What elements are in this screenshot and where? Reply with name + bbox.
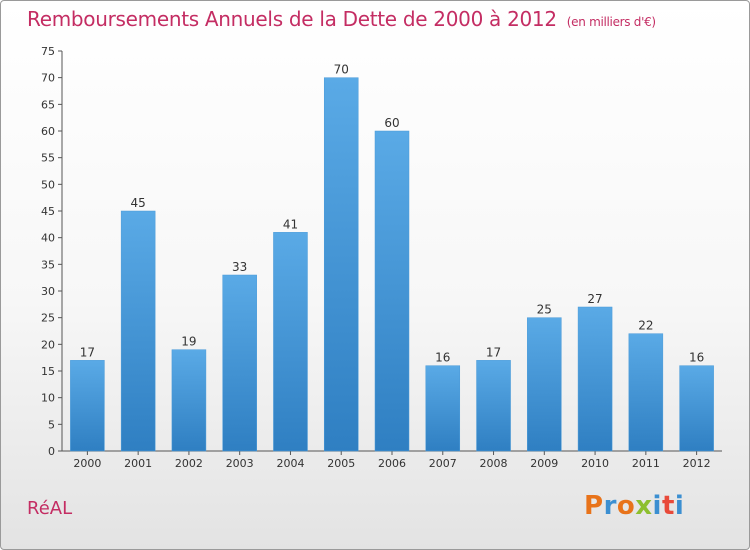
logo-letter: r xyxy=(603,491,617,521)
data-label-2006: 60 xyxy=(384,116,399,130)
bar-2004 xyxy=(273,232,308,452)
x-tick-label-2006: 2006 xyxy=(378,457,406,470)
data-label-2008: 17 xyxy=(486,345,501,359)
y-tick-label: 25 xyxy=(41,312,55,325)
y-tick-label: 15 xyxy=(41,365,55,378)
bar-2001 xyxy=(120,210,156,452)
x-tick-label-2005: 2005 xyxy=(327,457,355,470)
data-label-2004: 41 xyxy=(283,217,298,231)
y-tick-label: 10 xyxy=(41,392,55,405)
chart-title-text: Remboursements Annuels de la Dette de 20… xyxy=(27,7,557,31)
x-tick-label-2008: 2008 xyxy=(480,457,508,470)
bar-2008 xyxy=(476,360,511,452)
x-tick-label-2000: 2000 xyxy=(73,457,101,470)
bar-2010 xyxy=(577,306,613,452)
logo-letter: P xyxy=(584,491,604,521)
bar-2006 xyxy=(374,130,410,452)
logo-letter: o xyxy=(616,491,636,521)
chart-title: Remboursements Annuels de la Dette de 20… xyxy=(27,7,656,31)
bar-2000 xyxy=(70,360,105,452)
chart-subtitle: (en milliers d'€) xyxy=(566,15,656,29)
y-tick-label: 55 xyxy=(41,152,55,165)
chart-bars xyxy=(70,77,714,452)
y-tick-label: 40 xyxy=(41,232,55,245)
data-label-2009: 25 xyxy=(537,303,552,317)
y-tick-label: 50 xyxy=(41,178,55,191)
logo-letter: i xyxy=(652,491,662,521)
chart-axes: 0 5 10 15 20 25 30 35 40 45 50 55 60 65 70 75 2000 2001 20… xyxy=(41,45,722,470)
chart-labels: 17 45 19 33 41 70 60 16 17 25 27 22 16 xyxy=(80,63,705,365)
y-tick-label: 20 xyxy=(41,338,55,351)
proxiti-logo: Proxiti xyxy=(584,491,684,521)
y-tick-label: 35 xyxy=(41,258,55,271)
logo-letter: i xyxy=(674,491,685,521)
x-tick-label-2004: 2004 xyxy=(276,457,304,470)
logo-letter: x xyxy=(635,491,653,521)
bar-2002 xyxy=(171,349,207,452)
x-tick-label-2002: 2002 xyxy=(175,457,203,470)
data-label-2007: 16 xyxy=(435,351,450,365)
x-tick-label-2003: 2003 xyxy=(226,457,254,470)
x-tick-label-2007: 2007 xyxy=(429,457,457,470)
data-label-2005: 70 xyxy=(334,63,349,77)
commune-name: RéAL xyxy=(27,498,73,519)
data-label-2002: 19 xyxy=(181,335,196,349)
y-tick-label: 45 xyxy=(41,205,55,218)
y-tick-label: 0 xyxy=(48,445,55,458)
data-label-2011: 22 xyxy=(638,319,653,333)
x-tick-label-2009: 2009 xyxy=(530,457,558,470)
logo-letter: t xyxy=(661,491,675,521)
y-tick-label: 70 xyxy=(41,72,55,85)
y-tick-label: 5 xyxy=(48,418,55,431)
x-tick-label-2011: 2011 xyxy=(632,457,660,470)
bar-2003 xyxy=(222,274,257,452)
bar-2009 xyxy=(527,317,562,452)
y-tick-label: 75 xyxy=(41,45,55,58)
bar-2007 xyxy=(425,365,461,452)
y-tick-label: 60 xyxy=(41,125,55,138)
data-label-2010: 27 xyxy=(587,292,602,306)
x-tick-label-2010: 2010 xyxy=(581,457,609,470)
y-tick-label: 65 xyxy=(41,98,55,111)
bar-2012 xyxy=(679,365,714,452)
bar-2011 xyxy=(628,333,664,452)
y-tick-label: 30 xyxy=(41,285,55,298)
bar-2005 xyxy=(323,77,359,452)
data-label-2000: 17 xyxy=(80,345,95,359)
x-tick-label-2012: 2012 xyxy=(683,457,711,470)
x-tick-label-2001: 2001 xyxy=(124,457,152,470)
data-label-2012: 16 xyxy=(689,351,704,365)
data-label-2003: 33 xyxy=(232,260,247,274)
data-label-2001: 45 xyxy=(131,196,146,210)
